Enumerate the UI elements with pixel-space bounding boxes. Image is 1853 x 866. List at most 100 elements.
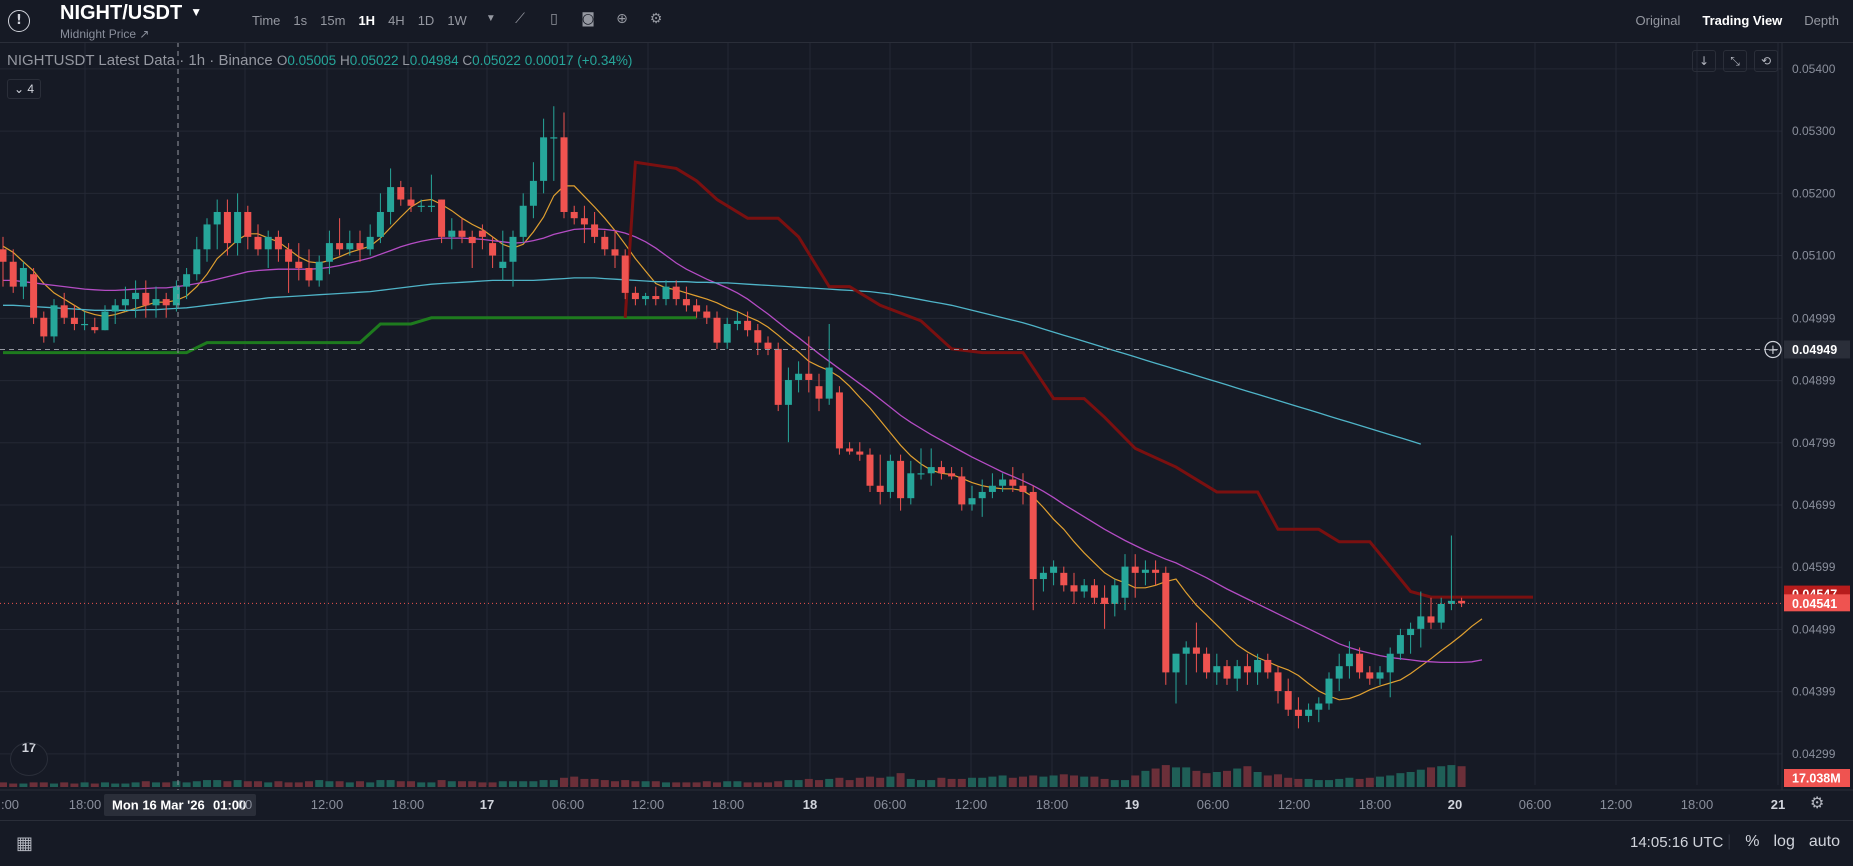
download-icon[interactable]: ↓ — [1692, 50, 1716, 72]
view-depth[interactable]: Depth — [1804, 13, 1839, 28]
candle-body — [1264, 659, 1272, 673]
info-icon[interactable]: ! — [8, 10, 30, 32]
interval-4h[interactable]: 4H — [388, 13, 405, 28]
volume-bar — [356, 781, 364, 787]
volume-bar — [243, 781, 252, 787]
calendar-icon[interactable]: ▦ — [16, 833, 34, 854]
interval-1h[interactable]: 1H — [358, 13, 376, 28]
candle-body — [509, 236, 517, 262]
candle-body — [19, 267, 27, 287]
add-icon[interactable]: ⊕ — [616, 11, 628, 27]
volume-bar — [1325, 780, 1333, 787]
candle-body — [1305, 709, 1313, 716]
candle-body — [1029, 491, 1037, 580]
volume-bar — [366, 782, 375, 787]
candle-body — [1192, 647, 1200, 654]
volume-bar — [1284, 777, 1293, 787]
settings-icon[interactable]: ⚙ — [649, 11, 663, 27]
volume-bar — [223, 781, 232, 787]
interval-1s[interactable]: 1s — [293, 13, 308, 28]
volume-bar — [498, 781, 507, 787]
symbol-subtitle[interactable]: Midnight Price ↗ — [60, 27, 150, 41]
volume-bar — [651, 781, 660, 787]
view-original[interactable]: Original — [1635, 13, 1681, 28]
candle-body — [652, 295, 660, 300]
volume-bar — [1345, 777, 1354, 787]
camera-icon[interactable]: ◙ — [581, 11, 595, 27]
candle-body — [0, 249, 7, 262]
candle-body — [458, 230, 466, 237]
candle-body — [1203, 653, 1211, 673]
interval-15m[interactable]: 15m — [320, 13, 346, 28]
interval-1w[interactable]: 1W — [447, 13, 467, 28]
volume-bar — [1396, 773, 1405, 787]
volume-bar — [539, 780, 548, 787]
axis-settings-icon[interactable]: ⚙ — [1810, 793, 1825, 812]
candle-body — [1101, 597, 1109, 604]
percent-toggle[interactable]: % — [1745, 833, 1760, 850]
log-toggle[interactable]: log — [1773, 833, 1795, 850]
candle-body — [988, 485, 996, 492]
interval-1d[interactable]: 1D — [417, 13, 435, 28]
volume-bar — [437, 780, 446, 787]
volume-bar — [1110, 780, 1119, 787]
volume-bar — [284, 782, 293, 787]
price-axis: 0.05400 0.05300 0.05200 0.05100 0.04999 0.048… — [1792, 62, 1836, 761]
candle-body — [1233, 666, 1241, 679]
volume-bar — [131, 782, 140, 787]
candle-body — [356, 243, 364, 250]
price-tick-label: 0.05200 — [1792, 186, 1836, 200]
symbol-selector[interactable]: NIGHT/USDT ▼ — [60, 2, 202, 25]
chart-grid — [0, 42, 1853, 820]
candle-body — [142, 292, 150, 306]
candle-body — [948, 473, 956, 477]
crosshair-price-badge — [1784, 340, 1850, 359]
candle-body — [1356, 653, 1364, 673]
candle-body — [693, 305, 701, 312]
legend-ohlc: O0.05005 H0.05022 L0.04984 C0.05022 0.00… — [276, 53, 633, 68]
last-price-badge — [1784, 594, 1850, 612]
volume-bar — [968, 777, 976, 787]
fullscreen-icon[interactable]: ⤡ — [1723, 50, 1747, 72]
price-tick-label: 0.05100 — [1792, 249, 1836, 263]
interval-time[interactable]: Time — [252, 13, 281, 28]
candle-body — [81, 323, 89, 326]
time-tick-label: 12:00 — [632, 797, 665, 812]
candle-body — [540, 137, 548, 181]
volume-bar — [417, 782, 426, 787]
chart-tools: ⟋ ▯ ◙ ⊕ ⚙ — [512, 11, 664, 27]
price-tick-label: 0.04699 — [1792, 498, 1836, 512]
utc-clock[interactable]: 14:05:16 UTC — [1630, 834, 1724, 851]
candles-icon[interactable]: ▯ — [550, 11, 558, 27]
chart-type-icon[interactable]: ⟋ — [515, 11, 525, 27]
volume-bar — [182, 782, 191, 787]
candle-body — [1223, 666, 1231, 679]
volume-bar — [600, 780, 609, 787]
volume-bar — [835, 777, 844, 787]
indicators-toggle[interactable]: ⌄ 4 — [7, 79, 41, 99]
volume-bar — [937, 777, 946, 787]
volume-bar — [509, 781, 517, 787]
interval-more-icon[interactable]: ▼ — [485, 13, 496, 24]
reset-icon[interactable]: ⟲ — [1754, 50, 1778, 72]
candle-body — [336, 243, 344, 250]
volume-bar — [529, 781, 538, 787]
time-tick-label: 12:00 — [311, 797, 344, 812]
candle-body — [968, 498, 976, 505]
volume-bar — [1161, 765, 1170, 787]
candle-body — [1172, 653, 1180, 673]
volume-bars — [0, 765, 1466, 787]
volume-bar — [743, 782, 752, 787]
volume-bar — [804, 778, 813, 787]
volume-bar — [866, 776, 874, 787]
candle-body — [1182, 647, 1190, 654]
candle-body — [1274, 672, 1282, 692]
auto-toggle[interactable]: auto — [1808, 833, 1840, 850]
candle-body — [733, 320, 741, 324]
candle-body — [91, 327, 99, 331]
view-trading-view[interactable]: Trading View — [1702, 13, 1783, 28]
volume-bar — [1437, 766, 1446, 787]
candles — [0, 106, 1466, 729]
countdown-badge[interactable]: 17 — [10, 742, 48, 776]
